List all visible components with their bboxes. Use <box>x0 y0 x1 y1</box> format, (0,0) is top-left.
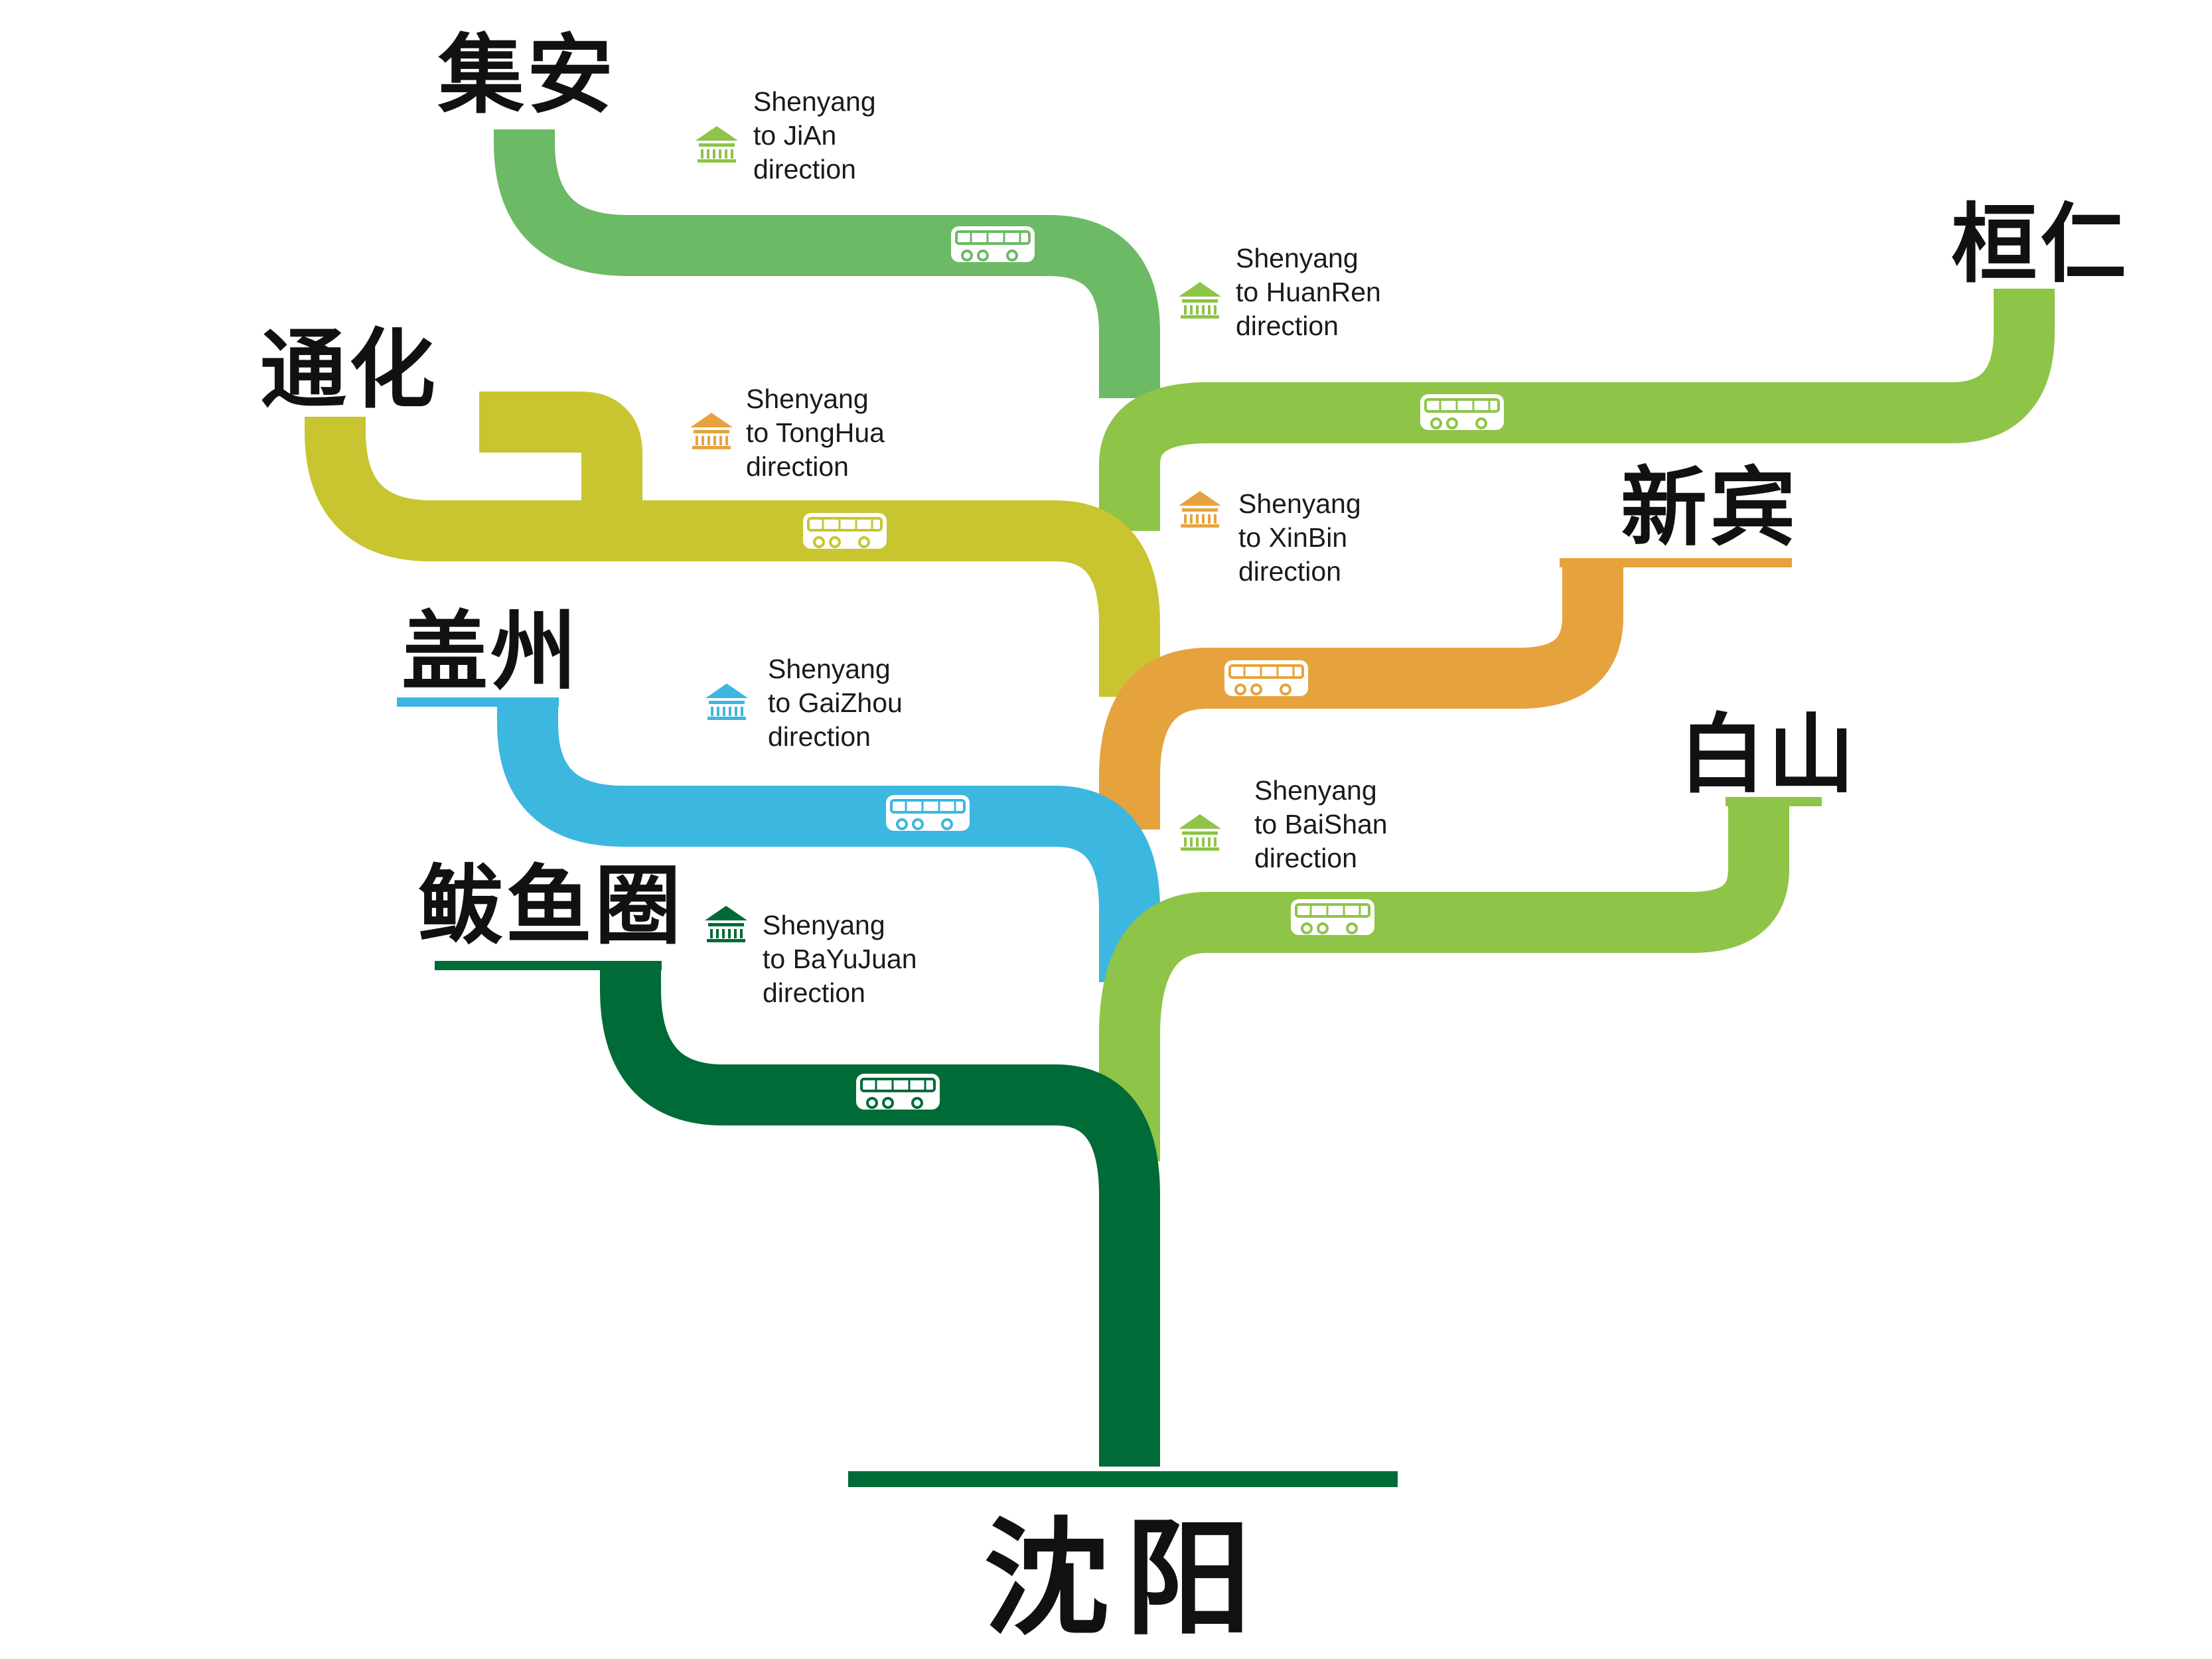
route-path-bayujuan <box>600 962 1160 1467</box>
bus-icon <box>1419 393 1505 431</box>
city-label-huanren: 桓仁 <box>1951 194 2130 295</box>
route-caption-tonghua: Shenyang to TongHua direction <box>746 384 885 482</box>
route-caption-bayujuan: Shenyang to BaYuJuan direction <box>763 910 917 1008</box>
station-icon <box>705 906 747 942</box>
route-path-tonghua <box>305 417 1160 697</box>
bus-icon <box>885 794 971 832</box>
city-label-bayujuan: 鲅鱼圈 <box>417 855 684 956</box>
city-label-jian: 集安 <box>438 25 617 125</box>
city-label-gaizhou: 盖州 <box>402 601 580 702</box>
route-path-xinbin <box>1099 564 1623 830</box>
station-icon <box>705 684 748 720</box>
station-icon <box>1179 282 1221 319</box>
route-path-baishan <box>1099 803 1789 1161</box>
bus-icon <box>855 1072 941 1111</box>
origin-baseline <box>848 1471 1398 1487</box>
city-label-tonghua: 通化 <box>260 319 439 420</box>
route-path-tonghua-spur <box>479 392 642 531</box>
city-label-xinbin: 新宾 <box>1621 457 1799 558</box>
route-caption-huanren: Shenyang to HuanRen direction <box>1236 243 1381 341</box>
bus-icon <box>1223 659 1309 697</box>
route-path-huanren <box>1099 289 2055 531</box>
station-icon <box>696 126 738 163</box>
station-icon <box>1179 491 1221 528</box>
route-caption-baishan: Shenyang to BaiShan direction <box>1254 775 1388 873</box>
origin-city-label: 沈阳 <box>984 1506 1268 1652</box>
station-icon <box>1179 814 1221 851</box>
route-path-jian <box>494 129 1160 398</box>
route-caption-xinbin: Shenyang to XinBin direction <box>1238 488 1361 587</box>
city-label-baishan: 白山 <box>1679 704 1858 805</box>
bus-icon <box>802 512 888 550</box>
route-path-gaizhou <box>497 703 1160 982</box>
station-icon <box>690 413 733 449</box>
route-caption-jian: Shenyang to JiAn direction <box>753 86 876 184</box>
bus-icon <box>950 225 1036 263</box>
route-caption-gaizhou: Shenyang to GaiZhou direction <box>768 654 903 752</box>
bus-icon <box>1290 898 1376 936</box>
